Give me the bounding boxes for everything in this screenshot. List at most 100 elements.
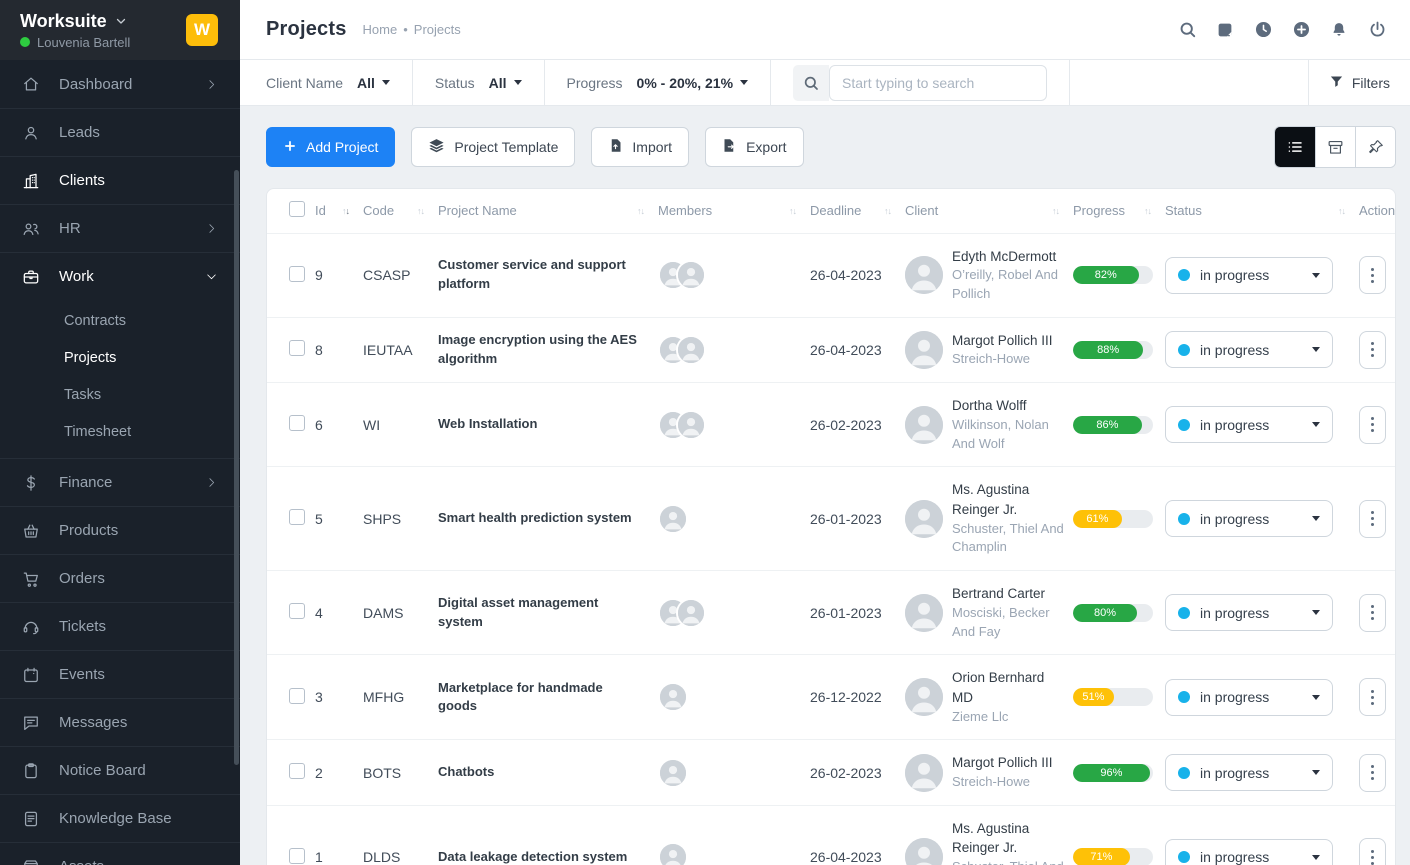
breadcrumb-home[interactable]: Home (362, 22, 398, 37)
kebab-menu-icon[interactable] (1359, 678, 1386, 717)
sort-arrows-icon[interactable]: ↑↓ (417, 205, 425, 216)
avatar[interactable] (658, 757, 688, 788)
row-checkbox[interactable] (289, 847, 305, 864)
client-name[interactable]: Orion Bernhard MD (952, 670, 1045, 706)
sort-arrows-icon[interactable]: ↑↓ (1144, 205, 1152, 216)
sidebar-item-products[interactable]: Products (0, 506, 240, 554)
project-template-button[interactable]: Project Template (411, 127, 576, 167)
status-dropdown[interactable]: in progress (1165, 331, 1333, 369)
avatar[interactable] (905, 593, 943, 632)
sort-arrows-icon[interactable]: ↑↓ (637, 205, 645, 216)
client-name[interactable]: Dortha Wolff (952, 398, 1027, 414)
app-logo[interactable]: W (186, 14, 218, 46)
column-header-progress[interactable]: Progress ↑↓ (1069, 189, 1161, 234)
avatar[interactable] (905, 499, 943, 538)
sidebar-item-leads[interactable]: Leads (0, 108, 240, 156)
row-checkbox[interactable] (289, 763, 305, 780)
pin-view-icon[interactable] (1355, 127, 1395, 167)
avatar[interactable] (658, 503, 688, 534)
kebab-menu-icon[interactable] (1359, 256, 1386, 295)
list-view-icon[interactable] (1275, 127, 1315, 167)
sidebar-item-work[interactable]: Work (0, 252, 240, 300)
client-name[interactable]: Ms. Agustina Reinger Jr. (952, 820, 1030, 856)
sort-arrows-icon[interactable]: ↑↓ (1052, 205, 1060, 216)
kebab-menu-icon[interactable] (1359, 838, 1386, 865)
avatar[interactable] (905, 330, 943, 369)
project-name-cell[interactable]: Web Installation (434, 382, 654, 468)
sidebar-item-contracts[interactable]: Contracts (64, 312, 127, 329)
avatar[interactable] (905, 753, 943, 792)
kebab-menu-icon[interactable] (1359, 753, 1386, 792)
client-name[interactable]: Margot Pollich III (952, 755, 1053, 771)
status-dropdown[interactable]: in progress (1165, 594, 1333, 632)
row-checkbox[interactable] (289, 340, 305, 357)
kebab-menu-icon[interactable] (1359, 593, 1386, 632)
status-dropdown[interactable]: in progress (1165, 678, 1333, 716)
sidebar-item-tickets[interactable]: Tickets (0, 602, 240, 650)
sidebar-item-clients[interactable]: Clients (0, 156, 240, 204)
avatar[interactable] (658, 682, 688, 713)
column-header-status[interactable]: Status ↑↓ (1161, 189, 1355, 234)
row-checkbox[interactable] (289, 603, 305, 620)
row-checkbox[interactable] (289, 415, 305, 432)
kebab-menu-icon[interactable] (1359, 330, 1386, 369)
search-input[interactable] (829, 64, 1048, 101)
kebab-menu-icon[interactable] (1359, 499, 1386, 538)
avatar[interactable] (676, 597, 706, 628)
kebab-menu-icon[interactable] (1359, 405, 1386, 444)
column-header-client[interactable]: Client ↑↓ (901, 189, 1069, 234)
sidebar-item-tasks[interactable]: Tasks (64, 386, 102, 403)
avatar[interactable] (658, 842, 688, 865)
progress-dropdown[interactable]: 0% - 20%, 21% (637, 75, 749, 91)
project-name-cell[interactable]: Image encryption using the AES algorithm (434, 317, 654, 384)
sidebar-item-events[interactable]: Events (0, 650, 240, 698)
column-header-id[interactable]: Id ↑↓ (311, 189, 359, 234)
client-name[interactable]: Ms. Agustina Reinger Jr. (952, 482, 1030, 517)
search-icon[interactable] (1172, 15, 1202, 45)
avatar[interactable] (676, 334, 706, 365)
export-button[interactable]: Export (705, 127, 804, 167)
sidebar-item-messages[interactable]: Messages (0, 698, 240, 746)
sort-arrows-icon[interactable]: ↑↓ (342, 205, 350, 216)
archive-view-icon[interactable] (1315, 127, 1355, 167)
sort-arrows-icon[interactable]: ↑↓ (789, 205, 797, 216)
logout-icon[interactable] (1362, 15, 1392, 45)
sidebar-item-hr[interactable]: HR (0, 204, 240, 252)
client-name[interactable]: Margot Pollich III (952, 332, 1053, 348)
row-checkbox[interactable] (289, 687, 305, 704)
client-name[interactable]: Bertrand Carter (952, 586, 1046, 602)
sidebar-item-dashboard[interactable]: Dashboard (0, 60, 240, 108)
project-name-cell[interactable]: Digital asset management system (434, 570, 654, 656)
client-name-dropdown[interactable]: All (357, 75, 390, 91)
project-name-cell[interactable]: Marketplace for handmade goods (434, 654, 654, 741)
status-dropdown[interactable]: in progress (1165, 406, 1333, 444)
clock-icon[interactable] (1248, 15, 1278, 45)
workspace-switcher[interactable]: Worksuite (20, 11, 130, 32)
import-button[interactable]: Import (591, 127, 690, 167)
sidebar-item-timesheet[interactable]: Timesheet (64, 423, 132, 440)
row-checkbox[interactable] (289, 265, 305, 282)
project-name-cell[interactable]: Data leakage detection system (434, 805, 654, 865)
add-project-button[interactable]: Add Project (266, 127, 396, 167)
avatar[interactable] (905, 838, 943, 865)
project-name-cell[interactable]: Chatbots (434, 739, 654, 806)
sidebar-item-assets[interactable]: Assets (0, 842, 240, 865)
sort-arrows-icon[interactable]: ↑↓ (884, 205, 892, 216)
column-header-project-name[interactable]: Project Name ↑↓ (434, 189, 654, 234)
sort-arrows-icon[interactable]: ↑↓ (1338, 205, 1346, 216)
sidebar-scrollbar[interactable] (234, 170, 239, 765)
notifications-icon[interactable] (1324, 15, 1354, 45)
status-dropdown[interactable]: All (489, 75, 522, 91)
project-name-cell[interactable]: Customer service and support platform (434, 233, 654, 318)
sidebar-item-orders[interactable]: Orders (0, 554, 240, 602)
column-header-code[interactable]: Code ↑↓ (359, 189, 434, 234)
sidebar-item-projects[interactable]: Projects (64, 349, 117, 366)
status-dropdown[interactable]: in progress (1165, 500, 1333, 538)
sidebar-item-notice-board[interactable]: Notice Board (0, 746, 240, 794)
status-dropdown[interactable]: in progress (1165, 754, 1333, 792)
notes-icon[interactable] (1210, 15, 1240, 45)
add-icon[interactable] (1286, 15, 1316, 45)
select-all-checkbox[interactable] (289, 201, 305, 218)
client-name[interactable]: Edyth McDermott (952, 248, 1057, 264)
avatar[interactable] (905, 256, 943, 295)
